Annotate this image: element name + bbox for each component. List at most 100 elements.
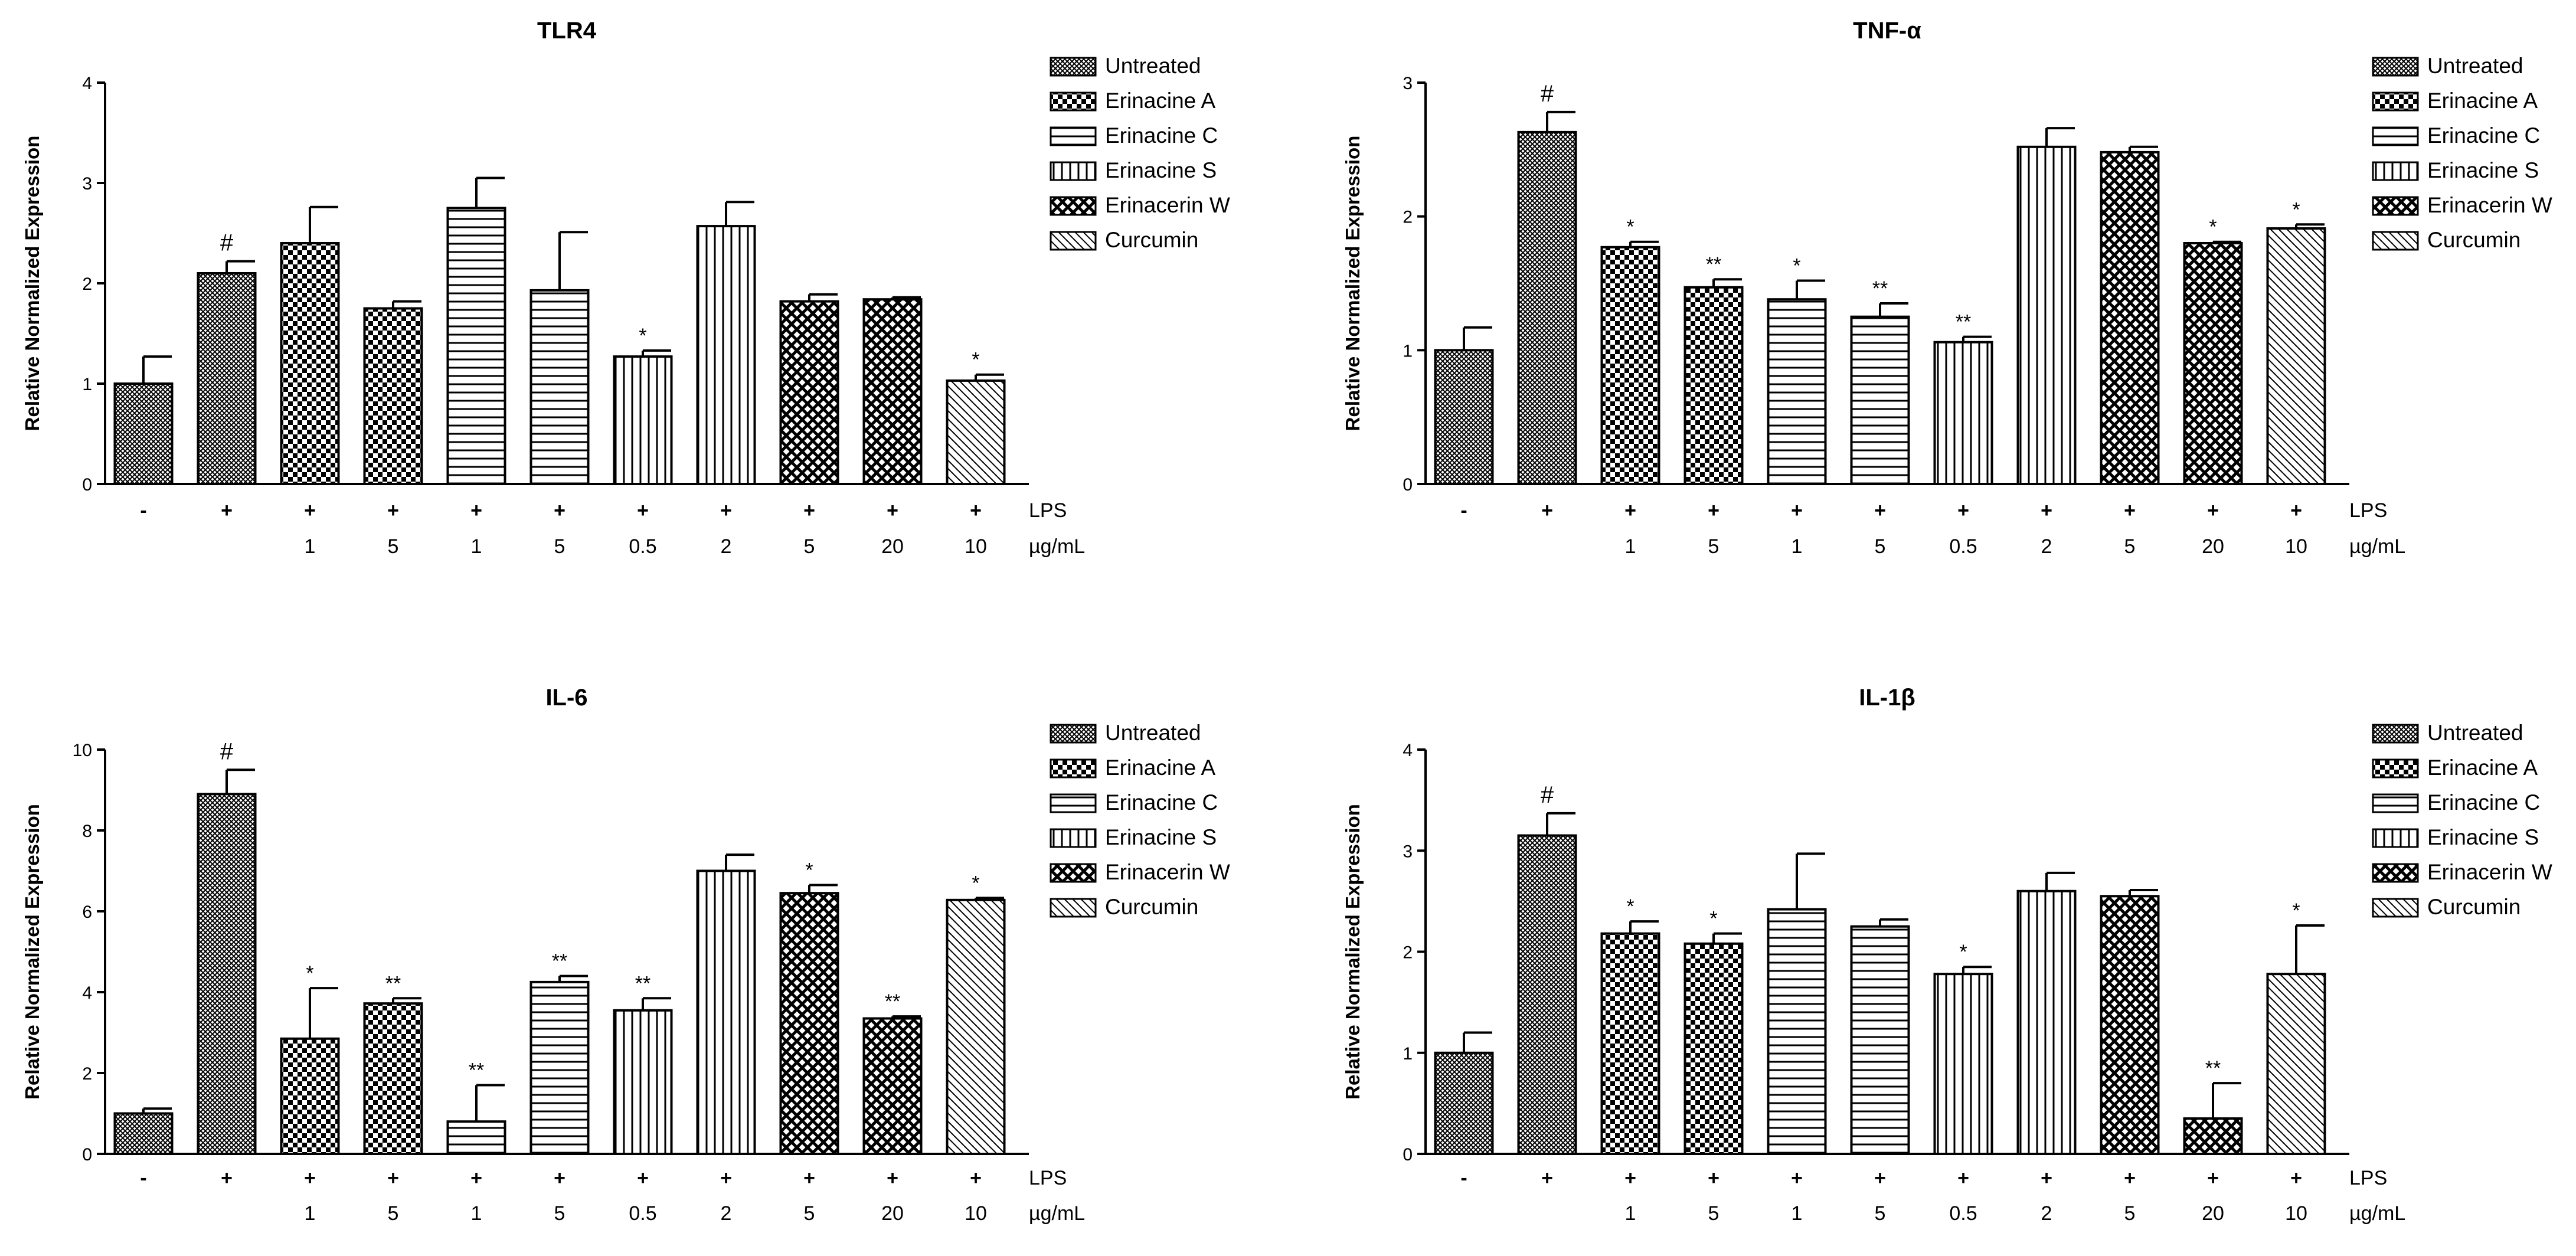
significance-marker: **: [469, 1059, 484, 1082]
y-axis-label: Relative Normalized Expression: [1342, 136, 1364, 431]
dose-label: 20: [881, 1202, 904, 1225]
dose-label: 10: [2285, 1202, 2307, 1225]
bar: [946, 898, 1006, 1155]
y-tick-label: 2: [82, 1064, 92, 1084]
bar: [363, 307, 423, 485]
significance-marker: **: [1956, 311, 1971, 333]
legend-swatch: [1050, 724, 1097, 744]
bar: [280, 1037, 340, 1156]
y-tick-label: 6: [82, 902, 92, 922]
lps-label: +: [387, 499, 399, 522]
legend-label: Untreated: [2427, 54, 2523, 78]
bar: [1600, 246, 1660, 485]
dose-label: 5: [804, 535, 815, 558]
significance-marker: *: [1959, 941, 1967, 963]
dose-label: 5: [1708, 1202, 1719, 1225]
lps-label: +: [803, 499, 815, 522]
lps-label: -: [140, 499, 146, 522]
lps-label: +: [1708, 499, 1719, 522]
lps-label: +: [470, 1167, 482, 1189]
y-tick-label: 3: [1403, 74, 1413, 93]
chart-panel-1: TLR4 Relative Normalized Expression 0 1 2 3 4 -…: [21, 18, 1230, 558]
significance-marker: **: [1872, 277, 1888, 300]
legend-swatch: [1050, 126, 1097, 146]
row-label-lps: LPS: [1029, 499, 1067, 522]
y-tick-label: 4: [1403, 741, 1413, 760]
significance-marker: *: [639, 325, 646, 347]
dose-label: 5: [1875, 535, 1886, 558]
lps-label: +: [720, 1167, 732, 1189]
legend-label: Erinacine A: [1105, 755, 1215, 780]
lps-label: +: [1624, 1167, 1636, 1189]
dose-label: 20: [881, 535, 904, 558]
dose-label: 5: [554, 1202, 565, 1225]
dose-label: 0.5: [629, 1202, 656, 1225]
row-label-lps: LPS: [2349, 499, 2387, 522]
dose-label: 10: [965, 1202, 987, 1225]
bar: [2266, 227, 2326, 485]
legend-label: Erinacine A: [2427, 755, 2538, 780]
bar: [2183, 1117, 2243, 1155]
lps-label: +: [637, 499, 649, 522]
legend-swatch: [1050, 793, 1097, 813]
chart-title: TLR4: [537, 18, 597, 44]
legend-label: Curcumin: [1105, 228, 1198, 252]
lps-label: +: [637, 1167, 649, 1189]
row-label-dose: µg/mL: [2349, 1202, 2405, 1225]
chart-panel-4: IL-1β Relative Normalized Expression 0 1 2 3 4…: [1342, 685, 2552, 1225]
lps-label: +: [887, 1167, 898, 1189]
significance-marker: **: [2205, 1057, 2221, 1080]
legend-label: Untreated: [1105, 721, 1201, 745]
dose-label: 10: [2285, 535, 2307, 558]
significance-marker: *: [306, 962, 313, 984]
lps-label: +: [2041, 499, 2052, 522]
legend-swatch: [2372, 758, 2419, 779]
chart-title: IL-1β: [1859, 685, 1915, 711]
chart-panel-2: TNF-α Relative Normalized Expression 0 1 2 3 -…: [1342, 18, 2552, 558]
lps-label: +: [1957, 499, 1969, 522]
y-tick-label: 8: [82, 822, 92, 841]
significance-marker: **: [552, 950, 567, 973]
lps-label: +: [304, 499, 316, 522]
legend-swatch: [1050, 57, 1097, 77]
dose-label: 5: [388, 1202, 399, 1225]
dose-label: 20: [2202, 535, 2224, 558]
y-tick-label: 2: [1403, 208, 1413, 227]
significance-marker: #: [220, 738, 234, 764]
lps-label: +: [1874, 1167, 1886, 1189]
dose-label: 1: [1625, 1202, 1636, 1225]
y-tick-label: 1: [1403, 341, 1413, 361]
y-axis-label: Relative Normalized Expression: [1342, 804, 1364, 1100]
bar: [446, 207, 506, 485]
row-label-lps: LPS: [2349, 1167, 2387, 1189]
bar: [1434, 1051, 1494, 1155]
dose-label: 1: [305, 1202, 316, 1225]
lps-label: +: [2124, 499, 2136, 522]
legend-label: Erinacine S: [2427, 158, 2539, 182]
bar: [2016, 889, 2077, 1155]
bar: [2266, 973, 2326, 1156]
bar: [1767, 298, 1827, 485]
bar: [2100, 151, 2160, 486]
legend-swatch: [2372, 196, 2419, 216]
significance-marker: *: [805, 859, 813, 881]
significance-marker: *: [1626, 216, 1634, 238]
y-tick-label: 0: [82, 1145, 92, 1165]
dose-label: 1: [1792, 535, 1803, 558]
y-tick-label: 1: [1403, 1044, 1413, 1064]
row-label-dose: µg/mL: [2349, 535, 2405, 558]
lps-label: +: [720, 499, 732, 522]
significance-marker: **: [1706, 253, 1721, 276]
y-tick-label: 1: [82, 375, 92, 394]
bar: [1767, 908, 1827, 1155]
legend-swatch: [1050, 161, 1097, 181]
bar: [1850, 315, 1910, 486]
lps-label: +: [1791, 499, 1803, 522]
bar: [862, 1017, 923, 1156]
significance-marker: *: [1793, 254, 1800, 277]
legend-label: Untreated: [2427, 721, 2523, 745]
lps-label: +: [1957, 1167, 1969, 1189]
bar: [1517, 130, 1577, 486]
legend-swatch: [2372, 724, 2419, 744]
